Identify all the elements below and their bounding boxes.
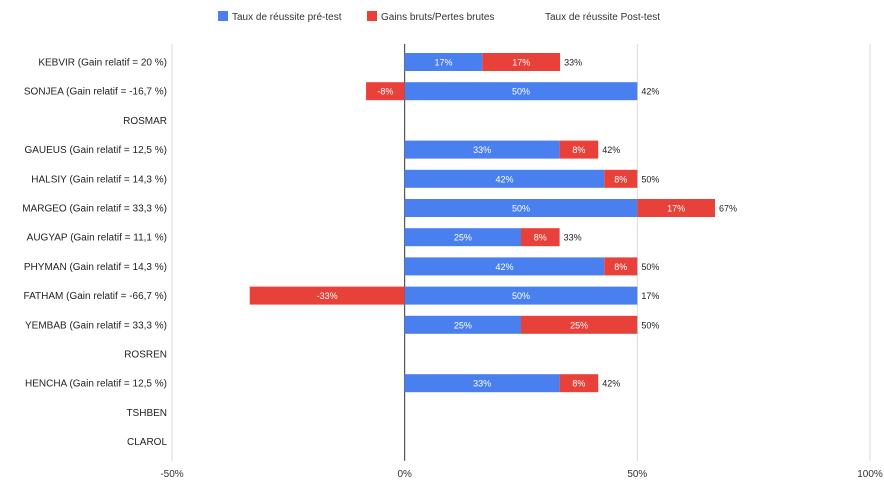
label-posttest-0: 33% — [564, 58, 582, 68]
label-posttest-6: 33% — [564, 233, 582, 243]
bar-label-gain-4: 8% — [614, 174, 627, 184]
bar-pretest-3 — [404, 140, 560, 159]
category-label-7: PHYMAN (Gain relatif = 14,3 %) — [24, 262, 167, 273]
bar-label-gain-6: 8% — [534, 233, 547, 243]
category-label-9: YEMBAB (Gain relatif = 33,3 %) — [25, 320, 167, 331]
legend: Taux de réussite pré-test Gains bruts/Per… — [218, 11, 660, 23]
category-label-12: TSHBEN — [126, 408, 167, 419]
bar-label-pretest-0: 17% — [435, 58, 453, 68]
bar-label-gain-1: -8% — [377, 87, 393, 97]
bar-label-gain-7: 8% — [614, 262, 627, 272]
bar-label-pretest-6: 25% — [454, 233, 472, 243]
bar-pretest-11 — [404, 374, 560, 393]
bar-label-pretest-5: 50% — [512, 204, 530, 214]
bar-pretest-5 — [404, 199, 638, 217]
bar-pretest-9 — [404, 315, 521, 334]
category-label-13: CLAROL — [127, 437, 167, 448]
bar-pretest-1 — [404, 82, 638, 101]
bar-pretest-8 — [404, 286, 638, 305]
category-label-11: HENCHA (Gain relatif = 12,5 %) — [25, 379, 167, 390]
bar-gain-0 — [482, 53, 561, 71]
label-posttest-5: 67% — [719, 204, 737, 214]
bar-gain-11 — [559, 374, 599, 393]
bar-gain-8 — [249, 286, 405, 305]
bar-label-gain-8: -33% — [317, 291, 338, 301]
label-posttest-3: 42% — [602, 145, 620, 155]
bar-label-pretest-3: 33% — [473, 145, 491, 155]
labels-layer: -50% 0% 50% 100% KEBVIR (Gain relatif = 20 %… — [22, 58, 883, 481]
category-label-3: GAUEUS (Gain relatif = 12,5 %) — [24, 145, 167, 156]
category-label-5: MARGEO (Gain relatif = 33,3 %) — [22, 204, 167, 215]
category-label-2: ROSMAR — [123, 116, 167, 127]
bar-label-pretest-1: 50% — [512, 87, 530, 97]
x-tick-label-2: 50% — [627, 469, 647, 480]
bar-pretest-7 — [404, 257, 605, 276]
bar-gain-4 — [604, 169, 638, 188]
label-posttest-8: 17% — [641, 291, 659, 301]
category-label-6: AUGYAP (Gain relatif = 11,1 %) — [27, 233, 167, 244]
bar-gain-5 — [637, 199, 716, 217]
label-posttest-9: 50% — [641, 320, 659, 330]
bar-label-pretest-7: 42% — [495, 262, 513, 272]
bar-pretest-0 — [404, 53, 483, 71]
label-posttest-11: 42% — [602, 379, 620, 389]
legend-swatch-0 — [218, 11, 228, 21]
legend-label-1: Gains bruts/Pertes brutes — [381, 12, 494, 23]
label-posttest-7: 50% — [641, 262, 659, 272]
bar-gain-7 — [604, 257, 638, 276]
category-label-10: ROSREN — [124, 350, 167, 361]
label-posttest-1: 42% — [641, 87, 659, 97]
bar-label-gain-5: 17% — [667, 204, 685, 214]
x-tick-label-1: 0% — [397, 469, 412, 480]
label-posttest-4: 50% — [641, 174, 659, 184]
legend-label-0: Taux de réussite pré-test — [232, 12, 342, 23]
bar-label-gain-9: 25% — [570, 320, 588, 330]
bars-layer — [249, 53, 716, 393]
bar-pretest-4 — [404, 169, 605, 188]
bar-label-gain-0: 17% — [512, 58, 530, 68]
category-label-1: SONJEA (Gain relatif = -16,7 %) — [24, 87, 167, 98]
bar-gain-9 — [521, 315, 638, 334]
category-label-8: FATHAM (Gain relatif = -66,7 %) — [24, 291, 167, 302]
legend-label-2: Taux de réussite Post-test — [545, 12, 660, 23]
bar-pretest-6 — [404, 228, 521, 247]
bar-label-pretest-4: 42% — [495, 174, 513, 184]
bar-label-gain-3: 8% — [572, 145, 585, 155]
x-tick-label-0: -50% — [160, 469, 183, 480]
legend-swatch-1 — [367, 11, 377, 21]
bar-gain-1 — [366, 82, 405, 101]
bar-gain-6 — [521, 228, 560, 247]
bar-gain-3 — [559, 140, 599, 159]
bar-label-pretest-9: 25% — [454, 320, 472, 330]
bar-label-pretest-8: 50% — [512, 291, 530, 301]
category-label-0: KEBVIR (Gain relatif = 20 %) — [38, 58, 167, 69]
bar-label-pretest-11: 33% — [473, 379, 491, 389]
grid-layer — [171, 44, 871, 461]
x-tick-label-3: 100% — [857, 469, 883, 480]
bar-label-gain-11: 8% — [572, 379, 585, 389]
category-label-4: HALSIY (Gain relatif = 14,3 %) — [31, 174, 167, 185]
